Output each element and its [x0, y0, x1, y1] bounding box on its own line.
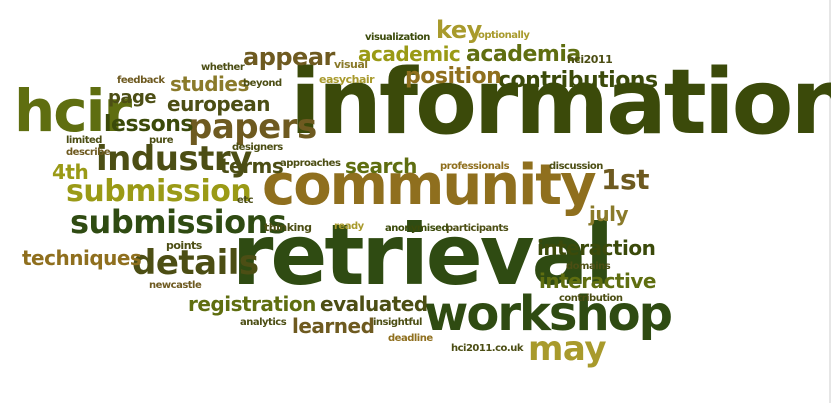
word-hcir: hcir — [14, 77, 132, 145]
word-studies: studies — [170, 72, 249, 96]
word-submission: submission — [66, 174, 252, 209]
word-limited: limited — [66, 135, 102, 146]
word-interaction: interaction — [537, 236, 656, 260]
word-workshop: workshop — [424, 286, 673, 342]
word-beyond: beyond — [243, 78, 282, 89]
word-submissions: submissions — [70, 203, 287, 241]
word-feedback: feedback — [117, 75, 165, 86]
word-hci2011-co-uk: hci2011.co.uk — [451, 343, 523, 354]
word-academic: academic — [358, 42, 461, 66]
word-retrieval: retrieval — [232, 206, 614, 304]
word-professionals: professionals — [440, 161, 510, 172]
word-information: information — [290, 50, 831, 155]
word-may: may — [528, 329, 607, 369]
word-contributions: contributions — [498, 68, 658, 93]
word-easychair: easychair — [319, 73, 375, 86]
word-techniques: techniques — [22, 246, 142, 270]
word-papers: papers — [188, 107, 317, 147]
word-position: position — [405, 64, 502, 89]
word-4th: 4th — [52, 160, 89, 184]
word-thinking: thinking — [264, 221, 312, 234]
word-page: page — [108, 87, 157, 108]
word-july: july — [589, 202, 629, 226]
word-contribution: contribution — [559, 293, 623, 304]
word-search: search — [345, 154, 417, 178]
word-evaluated: evaluated — [320, 292, 428, 316]
word-learned: learned — [292, 314, 375, 338]
word-points: points — [166, 239, 202, 252]
word-registration: registration — [188, 292, 316, 316]
word-pure: pure — [149, 135, 174, 146]
word-optionally: optionally — [478, 30, 530, 41]
word-domains: domains — [566, 261, 611, 272]
word-analytics: analytics — [240, 317, 287, 328]
word-visualization: visualization — [365, 32, 430, 43]
word-approaches: approaches — [280, 158, 341, 169]
word-hci2011: hci2011 — [567, 53, 613, 66]
word-describe: describe — [66, 147, 111, 158]
word-appear: appear — [243, 43, 335, 71]
word-key: key — [436, 16, 482, 44]
word-newcastle: newcastle — [149, 280, 202, 291]
word-designers: designers — [232, 142, 283, 153]
word-insightful: insightful — [373, 317, 422, 328]
word-terms: terms — [220, 154, 284, 178]
word-ready: ready — [334, 221, 364, 232]
word-industry: industry — [96, 139, 252, 179]
word-interactive: interactive — [539, 269, 656, 293]
word-participants: participants — [446, 223, 509, 234]
word-whether: whether — [201, 62, 245, 73]
word-discussion: discussion — [549, 161, 603, 172]
word-lessons: lessons — [104, 112, 194, 137]
word-etc: etc — [237, 195, 254, 206]
word-community: community — [262, 153, 597, 218]
word-1st: 1st — [601, 163, 650, 196]
word-anonymised: anonymised — [385, 223, 449, 234]
word-details: details — [132, 243, 259, 283]
word-european: european — [167, 92, 271, 116]
word-academia: academia — [466, 42, 581, 67]
word-deadline: deadline — [388, 333, 433, 344]
word-visual: visual — [334, 58, 368, 71]
right-edge-divider — [829, 0, 831, 403]
